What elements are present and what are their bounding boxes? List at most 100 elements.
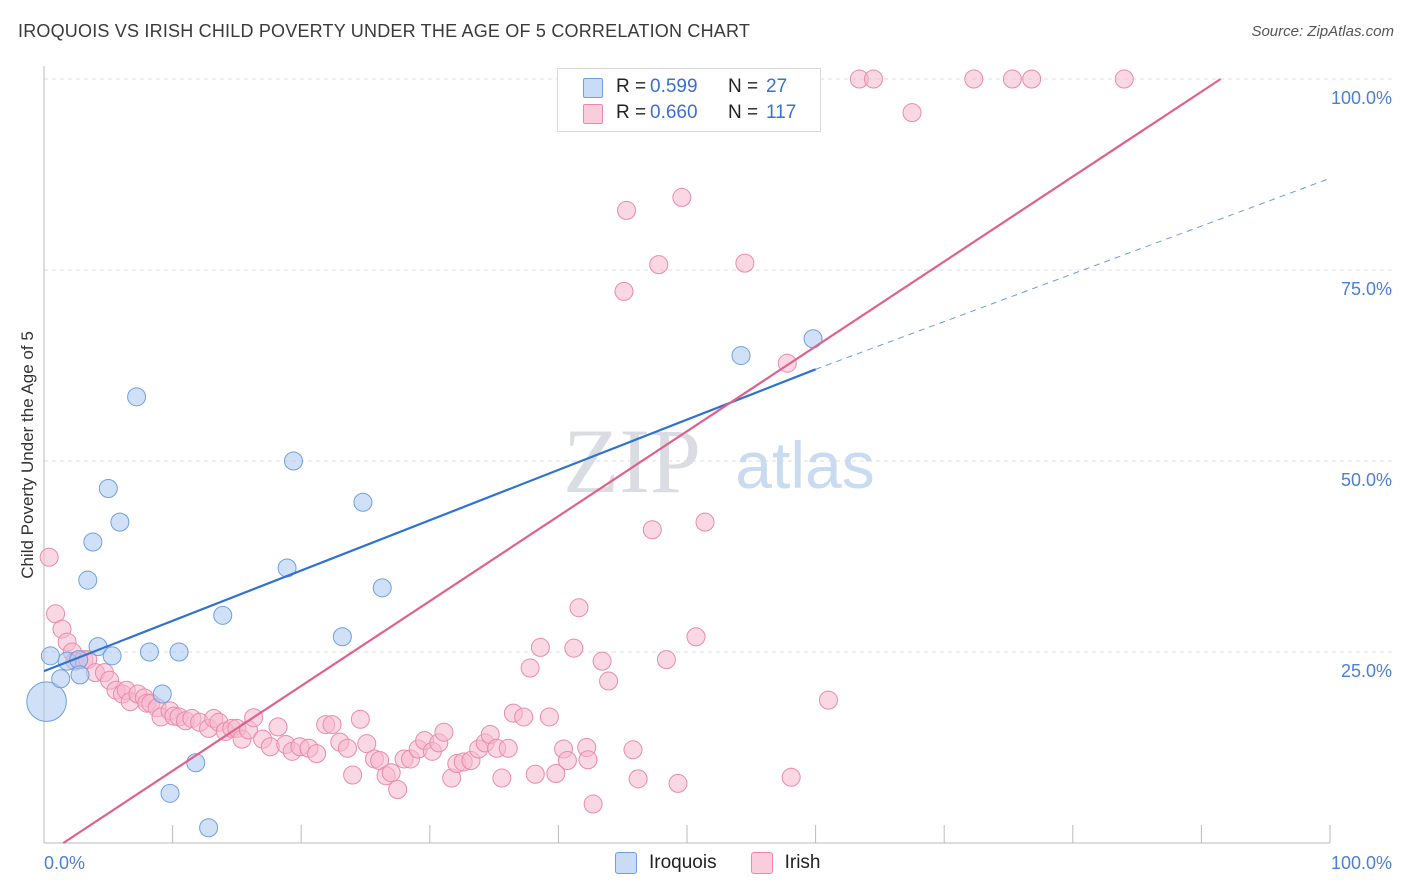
tick-labels: 25.0% 50.0% 75.0% 100.0% 0.0% 100.0% xyxy=(44,88,1392,873)
irish-point xyxy=(498,738,518,758)
irish-point xyxy=(628,769,648,789)
irish-point xyxy=(357,734,377,754)
irish-point xyxy=(964,69,984,89)
irish-point xyxy=(656,650,676,670)
irish-point xyxy=(599,671,619,691)
trend-lines xyxy=(43,78,1331,844)
legend-label-irish: Irish xyxy=(784,852,821,873)
iroquois-swatch xyxy=(583,78,603,98)
iroquois-points xyxy=(26,329,823,838)
irish-point xyxy=(337,738,357,758)
irish-point xyxy=(520,658,540,678)
r-label: R = xyxy=(616,76,647,97)
iroquois-trend-extension xyxy=(815,177,1331,370)
irish-point xyxy=(492,768,512,788)
irish-point xyxy=(343,765,363,785)
irish-legend-swatch xyxy=(750,852,773,874)
irish-point xyxy=(307,744,327,764)
irish-point xyxy=(583,794,603,814)
irish-point xyxy=(350,709,370,729)
irish-point xyxy=(388,780,408,800)
irish-point xyxy=(514,707,534,727)
iroquois-point xyxy=(152,684,172,704)
stats-legend: R = 0.599 N = 27 R = 0.660 N = 117 xyxy=(557,68,821,132)
iroquois-point xyxy=(110,512,130,532)
source-label: Source: ZipAtlas.com xyxy=(1251,23,1394,40)
irish-point xyxy=(434,722,454,742)
legend-row-iroquois: R = 0.599 N = 27 xyxy=(583,75,787,99)
iroquois-point xyxy=(127,387,147,407)
legend-item-iroquois: Iroquois xyxy=(615,852,717,874)
iroquois-point xyxy=(353,492,373,512)
iroquois-point xyxy=(731,346,751,366)
iroquois-legend-swatch xyxy=(615,852,637,874)
iroquois-point xyxy=(160,783,180,803)
irish-point xyxy=(557,750,577,770)
iroquois-point xyxy=(169,642,189,662)
x-tick-label: 100.0% xyxy=(1331,853,1392,873)
irish-point xyxy=(617,200,637,220)
n-value: 117 xyxy=(766,102,797,123)
irish-point xyxy=(268,717,288,737)
r-label: R = xyxy=(616,102,647,123)
irish-point xyxy=(569,598,589,618)
irish-point xyxy=(642,520,662,540)
iroquois-point xyxy=(332,627,352,647)
iroquois-point xyxy=(139,642,159,662)
irish-point xyxy=(564,638,584,658)
n-label: N = xyxy=(728,76,759,97)
iroquois-point xyxy=(70,665,90,685)
irish-point xyxy=(818,690,838,710)
watermark-zip: ZIP xyxy=(563,410,701,512)
iroquois-point xyxy=(283,451,303,471)
iroquois-point xyxy=(51,669,71,689)
y-tick-label: 25.0% xyxy=(1341,661,1392,681)
iroquois-point xyxy=(78,570,98,590)
r-value: 0.599 xyxy=(650,76,698,97)
watermark-atlas: atlas xyxy=(735,428,874,502)
irish-point xyxy=(735,253,755,273)
irish-point xyxy=(592,651,612,671)
irish-point xyxy=(781,767,801,787)
irish-point xyxy=(525,764,545,784)
irish-point xyxy=(672,187,692,207)
irish-point xyxy=(695,512,715,532)
irish-point xyxy=(668,773,688,793)
iroquois-point xyxy=(26,681,67,722)
iroquois-point xyxy=(98,479,118,499)
r-value: 0.660 xyxy=(650,102,698,123)
irish-point xyxy=(863,69,883,89)
legend-row-irish: R = 0.660 N = 117 xyxy=(583,101,797,125)
iroquois-point xyxy=(83,532,103,552)
iroquois-point xyxy=(213,605,233,625)
irish-points xyxy=(39,69,1134,814)
y-tick-label: 100.0% xyxy=(1331,88,1392,108)
irish-point xyxy=(530,637,550,657)
iroquois-point xyxy=(372,578,392,598)
grid-lines xyxy=(44,78,1395,653)
iroquois-point xyxy=(102,646,122,666)
legend-label-iroquois: Iroquois xyxy=(649,852,717,873)
series-legend: Iroquois Irish xyxy=(615,852,855,874)
irish-point xyxy=(1002,69,1022,89)
irish-point xyxy=(902,103,922,123)
n-label: N = xyxy=(728,102,759,123)
irish-point xyxy=(614,281,634,301)
irish-point xyxy=(623,740,643,760)
irish-point xyxy=(1114,69,1134,89)
irish-point xyxy=(578,750,598,770)
irish-point xyxy=(39,547,59,567)
irish-point xyxy=(686,627,706,647)
y-tick-label: 50.0% xyxy=(1341,470,1392,490)
irish-point xyxy=(381,763,401,783)
irish-point xyxy=(539,707,559,727)
irish-point xyxy=(649,255,669,275)
iroquois-trend-line xyxy=(43,368,817,673)
iroquois-point xyxy=(40,646,60,666)
irish-point xyxy=(1022,69,1042,89)
y-tick-label: 75.0% xyxy=(1341,279,1392,299)
x-tick-label: 0.0% xyxy=(44,853,85,873)
legend-item-irish: Irish xyxy=(750,852,821,874)
iroquois-point xyxy=(199,818,219,838)
